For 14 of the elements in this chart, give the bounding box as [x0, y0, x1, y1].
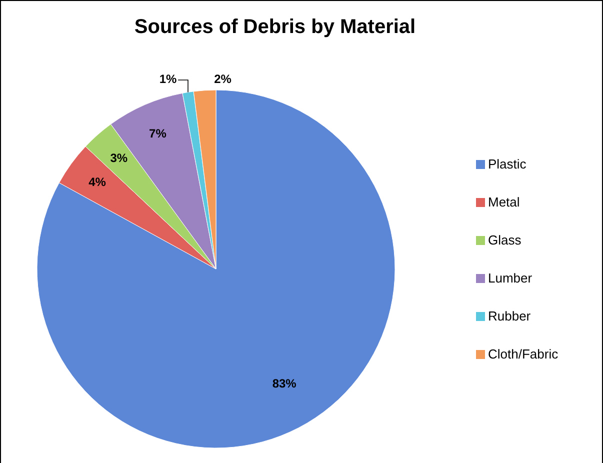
data-label: 7%	[149, 126, 167, 140]
chart-title: Sources of Debris by Material	[134, 16, 416, 38]
data-label: 1%	[159, 72, 177, 86]
data-label: 83%	[272, 376, 297, 391]
data-label: 4%	[88, 174, 106, 189]
legend-label: Rubber	[488, 308, 532, 324]
legend-label: Cloth/Fabric	[488, 346, 559, 362]
data-label: 2%	[214, 72, 232, 86]
pie-slice	[36, 90, 396, 448]
data-label: 3%	[110, 151, 128, 166]
legend-label: Glass	[488, 232, 522, 248]
legend-label: Plastic	[488, 156, 527, 172]
legend-label: Metal	[488, 194, 520, 210]
legend-label: Lumber	[488, 270, 533, 286]
